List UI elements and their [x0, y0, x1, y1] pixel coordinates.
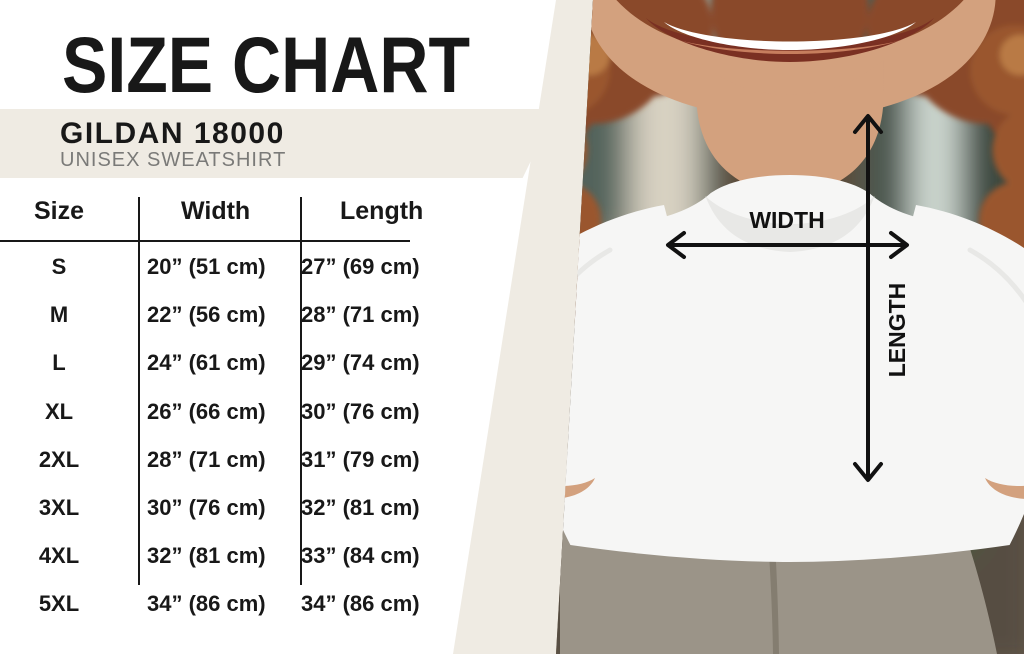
svg-text:LENGTH: LENGTH — [884, 283, 910, 378]
svg-text:WIDTH: WIDTH — [749, 207, 824, 233]
